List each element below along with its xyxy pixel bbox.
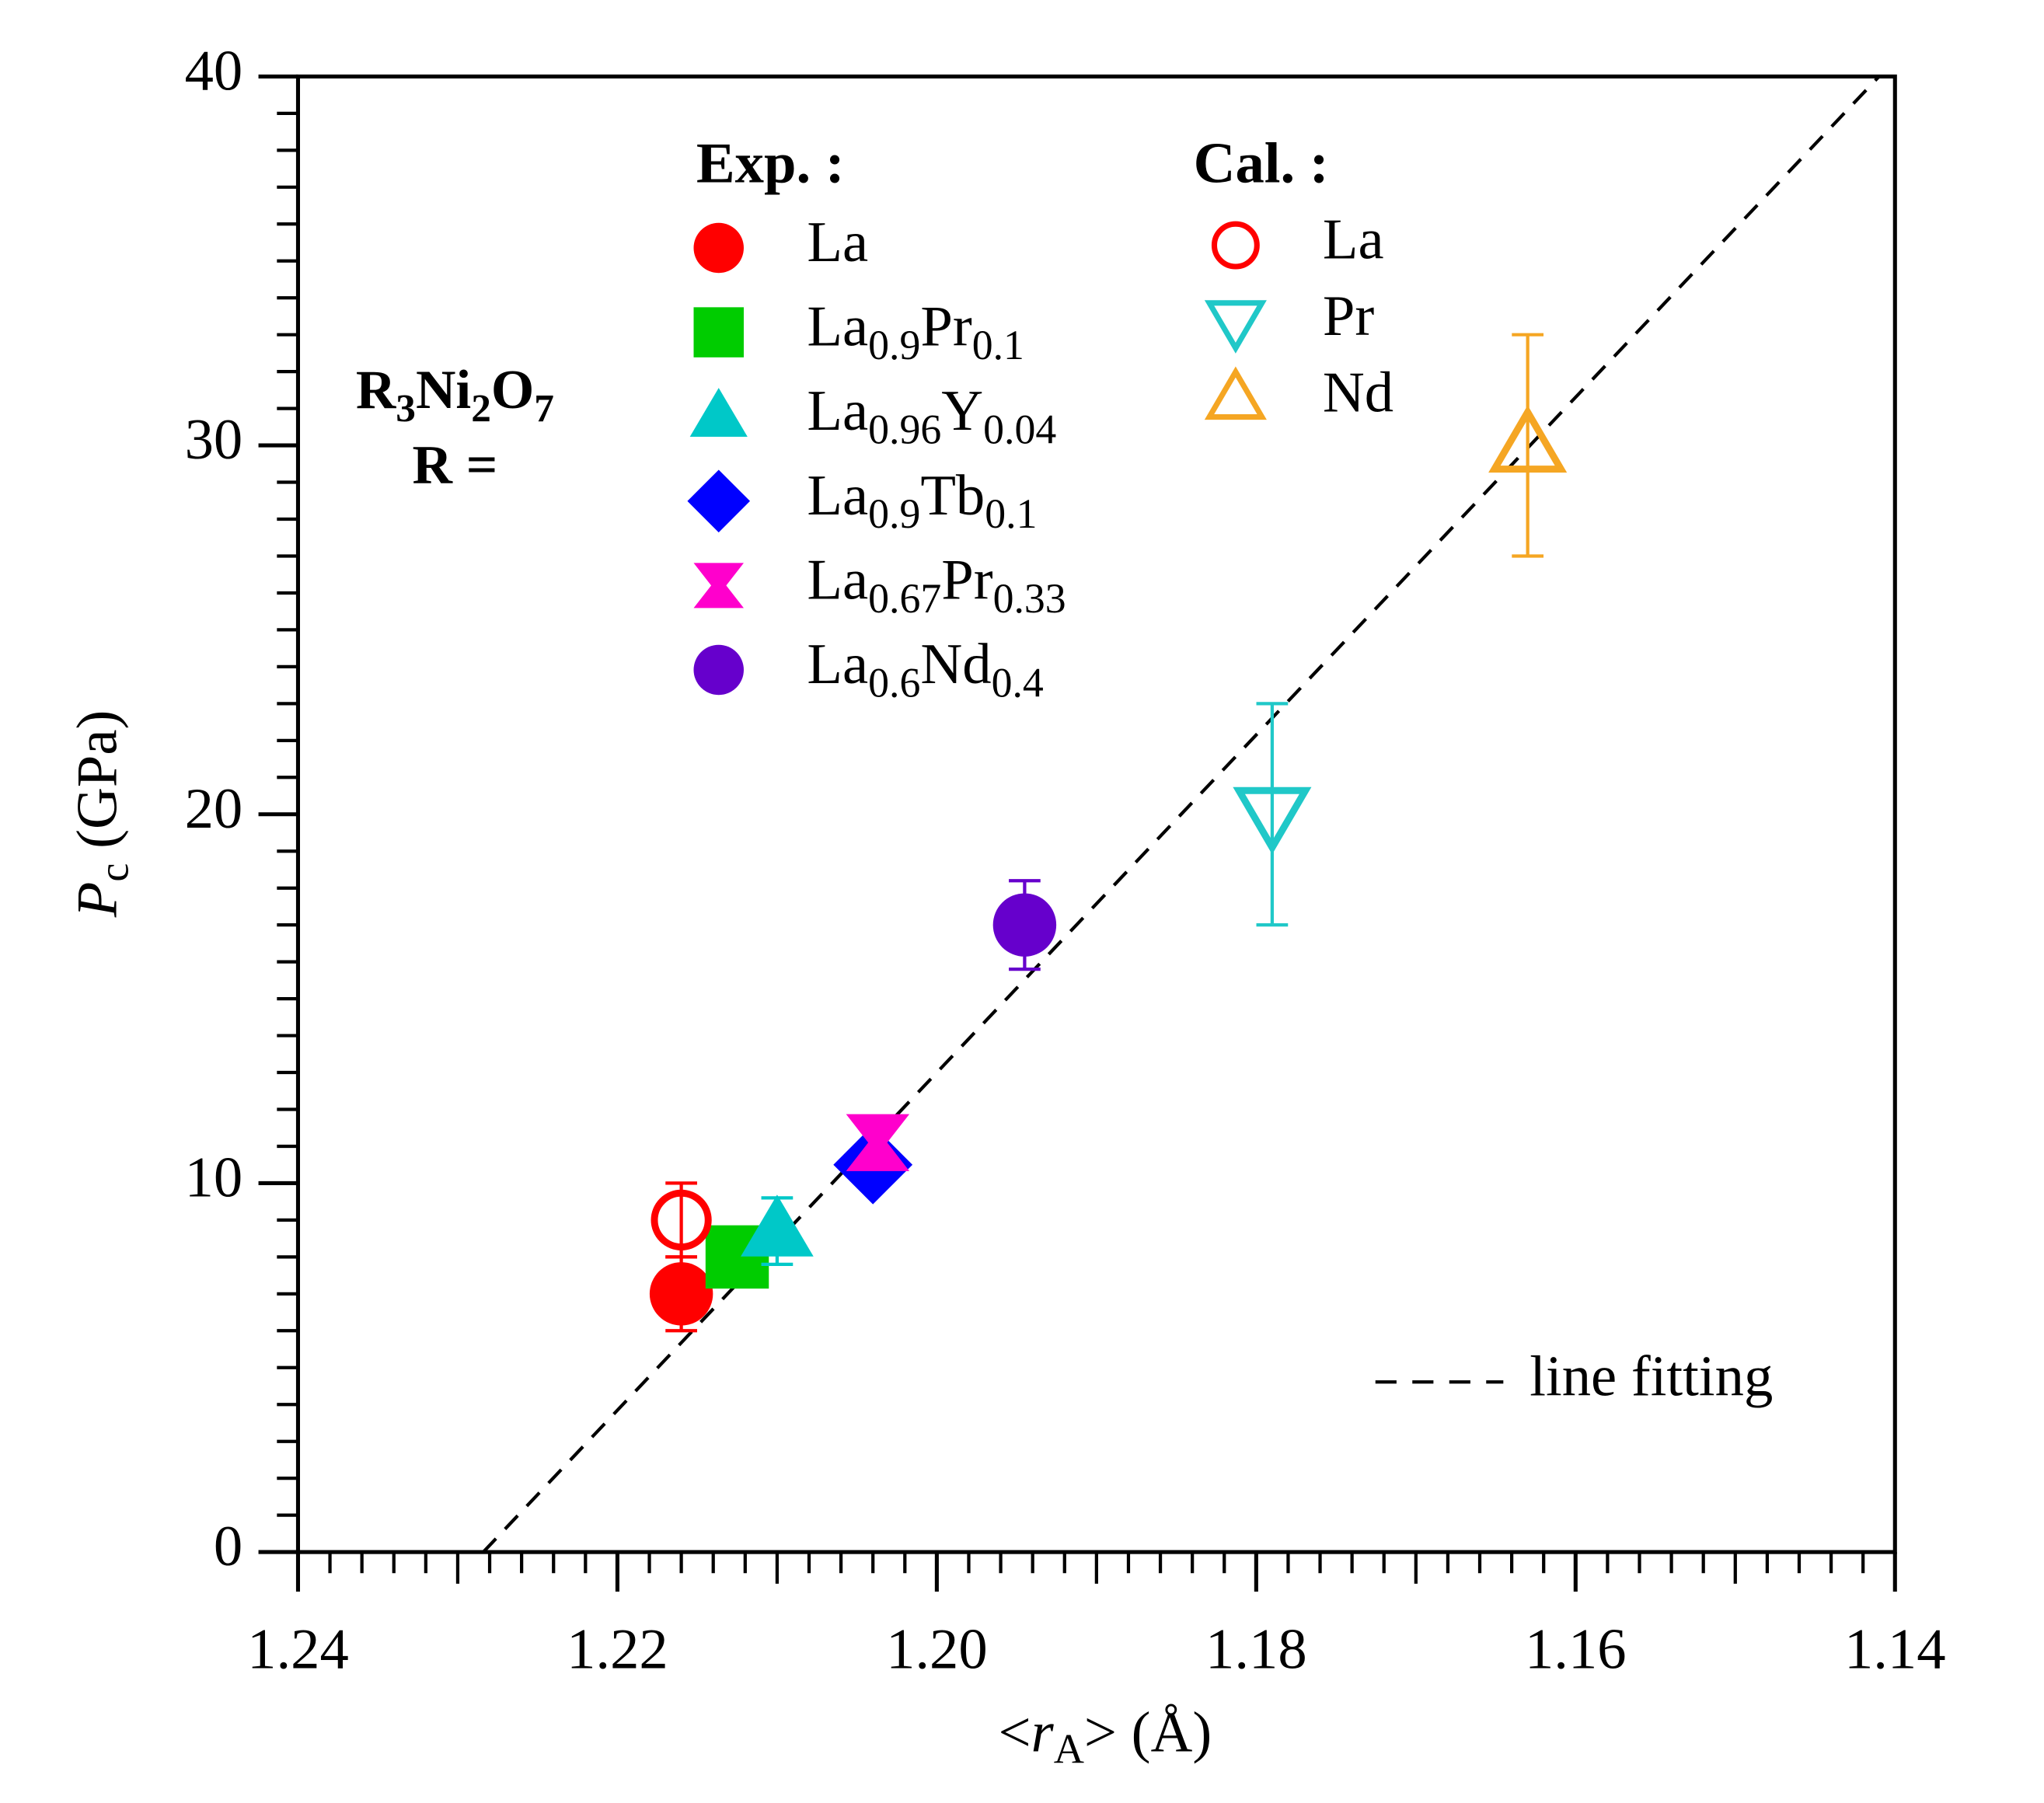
legend-swatch (693, 222, 744, 274)
x-tick-label: 1.16 (1525, 1617, 1627, 1682)
legend-label: La0.6Nd0.4 (807, 632, 1043, 706)
x-tick-label: 1.20 (886, 1617, 988, 1682)
annotation: R3Ni2O7 (356, 359, 554, 431)
x-tick-label: 1.18 (1205, 1617, 1307, 1682)
legend-label: La (807, 210, 868, 274)
point (651, 1189, 712, 1250)
legend-label: Nd (1323, 361, 1393, 425)
legend-swatch (1204, 300, 1267, 354)
point (846, 1114, 910, 1171)
y-tick-label: 30 (185, 407, 243, 472)
y-tick-label: 10 (185, 1146, 243, 1210)
annotation: R = (412, 434, 497, 496)
y-axis-label: Pc (GPa) (65, 710, 138, 919)
legend-label: line fitting (1530, 1344, 1773, 1408)
point (1488, 405, 1568, 473)
error-bar (1512, 333, 1544, 558)
point (649, 1262, 713, 1326)
legend-label: La0.67Pr0.33 (807, 547, 1066, 622)
legend-label: Pr (1323, 284, 1375, 348)
x-axis-label: <rA> (Å) (999, 1700, 1212, 1773)
x-tick-label: 1.14 (1844, 1617, 1946, 1682)
legend-swatch (1211, 221, 1260, 270)
x-tick-label: 1.24 (247, 1617, 349, 1682)
fit-line (482, 75, 1881, 1554)
legend-label: La0.9Pr0.1 (807, 295, 1024, 369)
legend-swatch (693, 644, 744, 696)
plot-frame (295, 74, 1897, 1554)
legend-label: La0.96Y0.04 (807, 378, 1056, 453)
legend-swatch (689, 388, 748, 437)
legend-swatch (687, 469, 751, 533)
legend-group-title: Cal. : (1194, 131, 1329, 195)
error-bar (1256, 702, 1289, 927)
legend-swatch (1204, 366, 1267, 420)
legend-group-title: Exp. : (696, 131, 845, 195)
x-tick-label: 1.22 (567, 1617, 668, 1682)
point (741, 1194, 814, 1257)
y-tick-label: 40 (185, 39, 243, 103)
legend-swatch (693, 307, 744, 357)
legend-swatch (693, 563, 744, 609)
legend-label: La0.9Tb0.1 (807, 463, 1037, 538)
y-tick-label: 20 (185, 776, 243, 841)
legend-label: La (1323, 208, 1384, 272)
point (992, 893, 1057, 957)
y-tick-label: 0 (214, 1514, 242, 1578)
point (1233, 786, 1312, 855)
